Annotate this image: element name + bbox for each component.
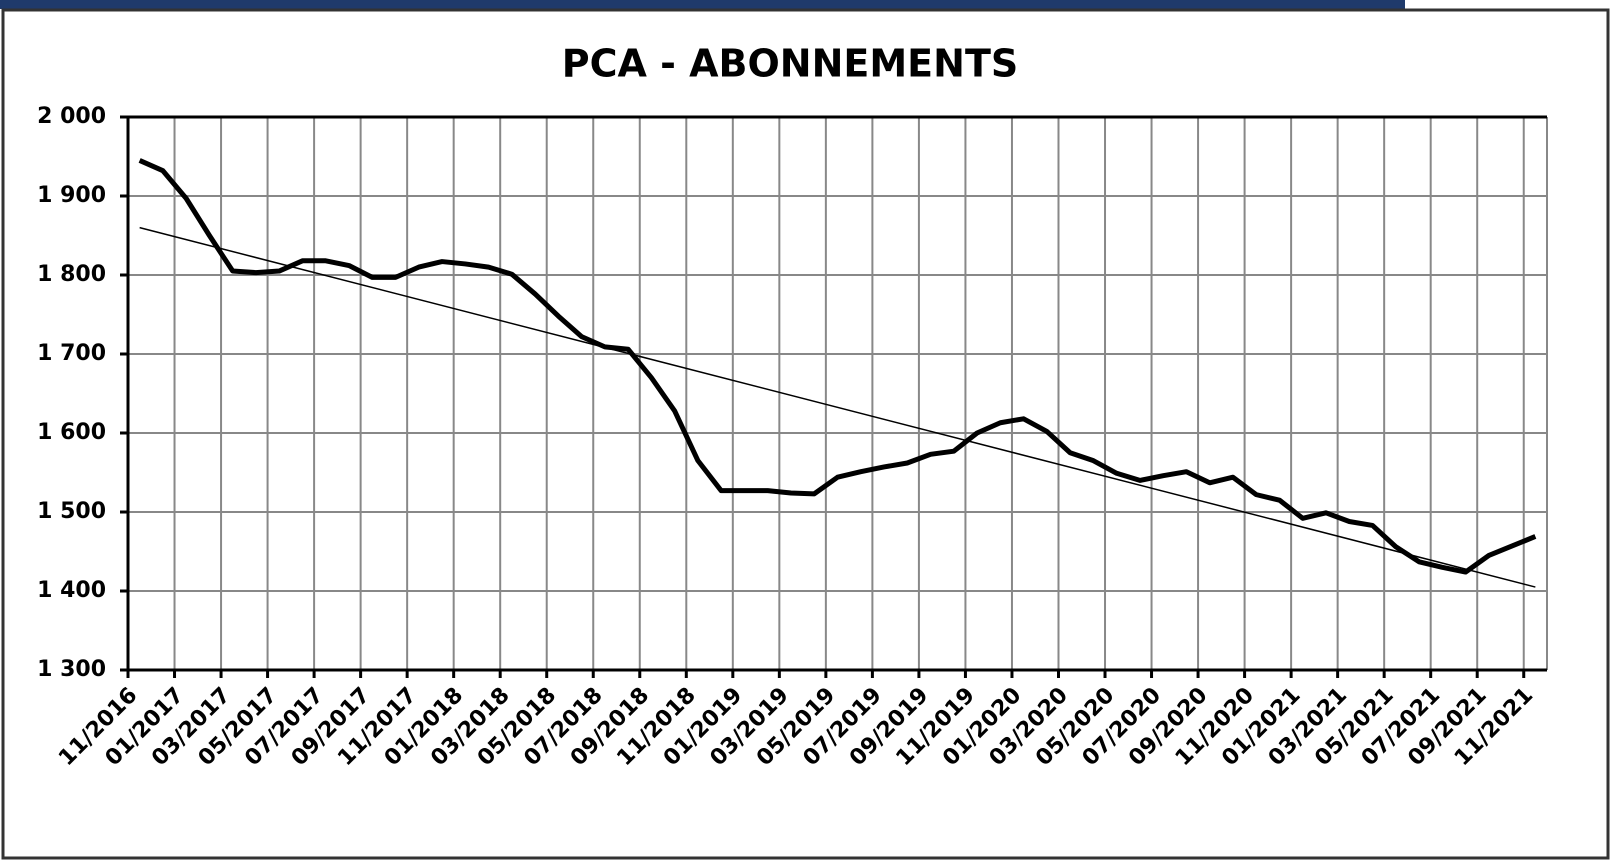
data-line bbox=[138, 158, 1537, 575]
y-tick-label: 1 600 bbox=[37, 420, 106, 445]
y-tick-label: 2 000 bbox=[37, 104, 106, 129]
chart-title: PCA - ABONNEMENTS bbox=[562, 42, 1018, 86]
y-tick-label: 1 800 bbox=[37, 262, 106, 287]
y-tick-label: 1 900 bbox=[37, 183, 106, 208]
y-tick-label: 1 500 bbox=[37, 499, 106, 524]
y-tick-label: 1 400 bbox=[37, 578, 106, 603]
y-tick-label: 1 300 bbox=[37, 657, 106, 682]
y-tick-label: 1 700 bbox=[37, 341, 106, 366]
trendline bbox=[139, 226, 1536, 588]
top-bar bbox=[0, 0, 1405, 9]
frame bbox=[1, 8, 1610, 860]
